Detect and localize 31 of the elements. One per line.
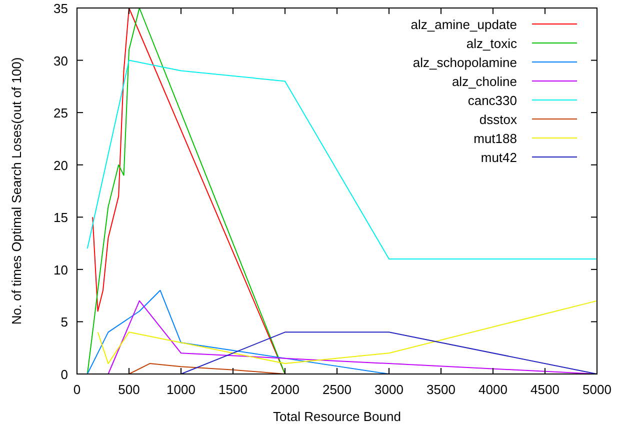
x-tick-label: 2500 bbox=[322, 382, 352, 397]
line-series bbox=[86, 290, 390, 374]
x-tick-label: 1000 bbox=[166, 382, 196, 397]
legend-label: canc330 bbox=[468, 93, 517, 108]
y-tick-label: 10 bbox=[54, 262, 68, 278]
y-tick-label: 20 bbox=[54, 158, 68, 173]
legend-label: dsstox bbox=[479, 112, 518, 127]
y-axis-title: No. of times Optimal Search Loses(out of 100) bbox=[9, 57, 24, 325]
y-tick-label: 15 bbox=[54, 210, 68, 226]
x-axis-title: Total Resource Bound bbox=[273, 409, 401, 424]
y-tick-label: 25 bbox=[54, 106, 68, 121]
x-tick-label: 0 bbox=[73, 382, 81, 397]
x-tick-label: 5000 bbox=[582, 382, 612, 397]
x-tick-label: 4000 bbox=[478, 382, 508, 397]
x-tick-label: 500 bbox=[118, 382, 140, 397]
x-tick-label: 4500 bbox=[530, 382, 560, 397]
x-tick-label: 2000 bbox=[270, 382, 300, 397]
legend-label: alz_schopolamine bbox=[412, 55, 517, 70]
y-tick-label: 5 bbox=[60, 314, 68, 330]
legend-label: alz_amine_update bbox=[410, 17, 517, 32]
y-tick-label: 0 bbox=[60, 367, 68, 382]
x-tick-label: 3000 bbox=[374, 382, 404, 397]
y-tick-label: 30 bbox=[54, 53, 68, 68]
legend-label: mut42 bbox=[480, 150, 517, 165]
legend-label: alz_choline bbox=[452, 74, 517, 89]
legend-label: mut188 bbox=[474, 131, 517, 146]
line-series bbox=[86, 60, 598, 260]
x-tick-label: 1500 bbox=[218, 382, 248, 397]
x-tick-label: 3500 bbox=[426, 382, 456, 397]
legend-label: alz_toxic bbox=[466, 36, 518, 51]
y-tick-label: 35 bbox=[54, 1, 68, 16]
